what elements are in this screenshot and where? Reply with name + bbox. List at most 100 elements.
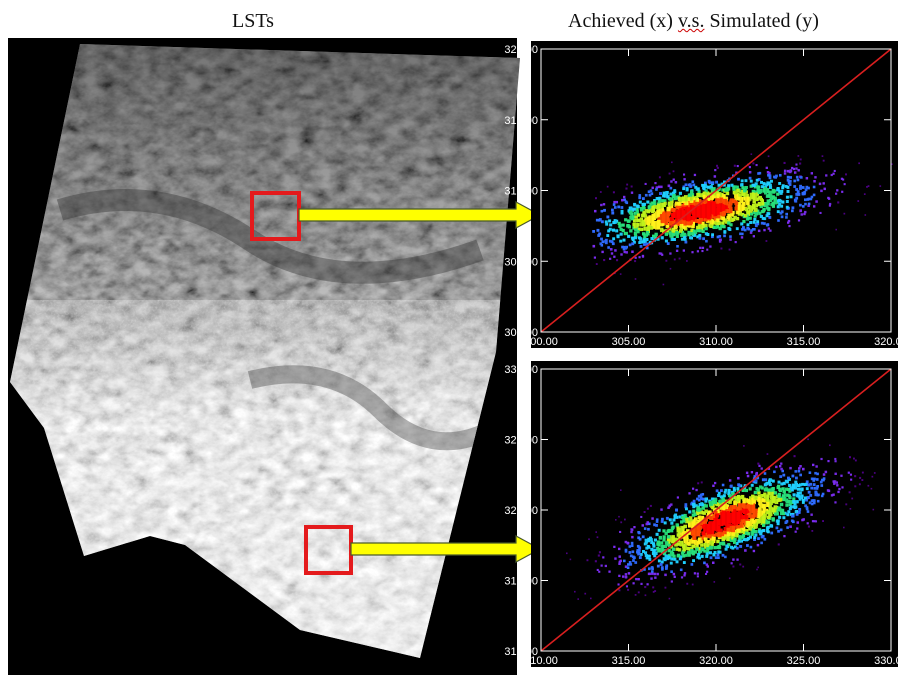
density-point [635, 578, 638, 581]
density-point [703, 520, 707, 524]
density-point [680, 211, 685, 216]
density-point [665, 566, 668, 569]
density-point [701, 250, 704, 253]
density-point [577, 598, 579, 600]
density-point [719, 499, 723, 503]
density-point [754, 208, 758, 212]
density-point [695, 547, 699, 551]
density-point [638, 194, 642, 197]
density-point [678, 229, 683, 233]
density-point [633, 526, 636, 529]
density-point [712, 508, 717, 512]
density-point [730, 183, 734, 187]
density-point [780, 511, 784, 515]
density-point [663, 218, 668, 223]
density-point [662, 191, 666, 195]
density-point [717, 207, 722, 212]
density-point [677, 548, 682, 552]
density-point [765, 503, 770, 507]
density-point [780, 482, 784, 486]
density-point [754, 203, 759, 207]
density-point [703, 549, 707, 553]
density-point [783, 161, 786, 164]
density-point [673, 196, 677, 201]
density-point [598, 232, 602, 236]
density-point [720, 182, 724, 186]
density-point [806, 522, 809, 525]
density-point [711, 522, 716, 527]
density-point [749, 545, 753, 549]
density-point [661, 568, 664, 571]
density-point [795, 513, 799, 516]
density-point [677, 202, 682, 206]
density-point [837, 490, 840, 494]
density-point [749, 522, 753, 527]
density-point [765, 526, 769, 530]
density-point [786, 190, 790, 193]
density-point [721, 553, 725, 557]
density-point [794, 480, 798, 484]
density-point [756, 220, 760, 224]
density-point [661, 253, 664, 256]
density-point [640, 208, 644, 212]
density-point [648, 558, 652, 561]
density-point [737, 539, 741, 543]
density-point [692, 200, 697, 205]
density-point [691, 503, 695, 506]
density-point [679, 227, 684, 231]
density-point [684, 208, 689, 213]
density-point [661, 218, 666, 223]
density-point [655, 520, 659, 523]
density-point [713, 500, 717, 504]
density-point [749, 221, 753, 224]
density-point [775, 509, 779, 513]
density-point [689, 197, 694, 201]
density-point [768, 216, 772, 219]
density-point [713, 517, 718, 522]
density-point [647, 572, 651, 576]
density-point [625, 245, 628, 249]
density-point [639, 553, 643, 556]
density-point [639, 222, 643, 227]
density-point [666, 557, 670, 561]
density-point [682, 187, 686, 191]
density-point [691, 219, 696, 224]
density-point [644, 594, 647, 597]
density-point [688, 551, 693, 555]
density-point [784, 487, 789, 491]
density-point [820, 189, 823, 193]
density-point [788, 179, 792, 183]
density-point [765, 188, 770, 192]
density-point [750, 153, 753, 155]
density-point [689, 185, 693, 188]
density-point [682, 249, 685, 252]
density-point [833, 482, 836, 485]
density-point [734, 517, 739, 522]
density-point [783, 172, 787, 175]
density-point [753, 490, 758, 495]
density-point [799, 473, 802, 477]
density-point [764, 191, 768, 195]
density-point [681, 232, 685, 236]
density-point [793, 185, 797, 188]
density-point [723, 527, 728, 531]
density-point [651, 206, 656, 211]
density-point [699, 214, 704, 219]
density-point [766, 199, 770, 203]
density-point [711, 203, 716, 208]
density-point [645, 242, 649, 246]
density-point [691, 222, 695, 226]
density-point [730, 562, 733, 565]
density-point [638, 546, 642, 550]
density-point [773, 509, 777, 513]
density-point [707, 531, 712, 535]
density-point [691, 224, 695, 229]
density-point [637, 551, 641, 555]
density-point [655, 197, 659, 201]
density-point [630, 191, 634, 194]
density-point [727, 488, 731, 492]
density-point [604, 241, 608, 245]
density-point [743, 213, 748, 218]
density-point [653, 554, 657, 558]
density-point [799, 158, 802, 161]
